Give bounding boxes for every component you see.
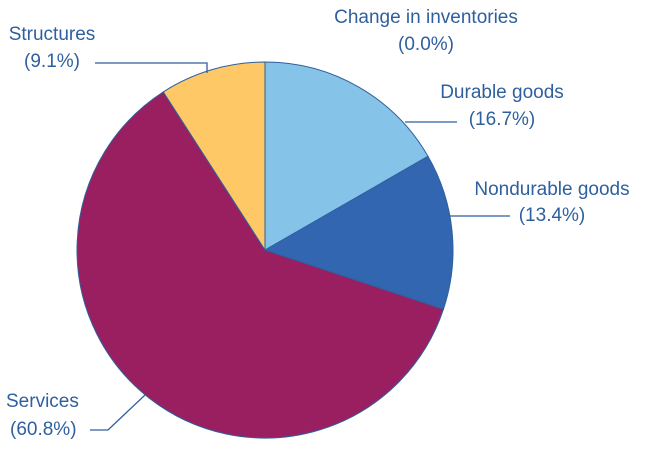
slice-label: Services [6, 391, 79, 412]
leader-line [95, 62, 208, 73]
value-label: (0.0%) [398, 34, 454, 55]
value-label: (9.1%) [24, 51, 80, 72]
slice-label: Structures [9, 24, 96, 45]
pie-slice [264, 61, 429, 251]
pie [76, 61, 454, 439]
labels: Change in inventories (0.0%) Durable goods… [6, 7, 630, 440]
value-label: (16.7%) [469, 109, 536, 130]
pie-slice [162, 61, 266, 252]
slice-label: Nondurable goods [474, 179, 629, 200]
slice-label: Durable goods [440, 82, 564, 103]
pie-slice [263, 155, 454, 310]
leaders [90, 62, 510, 431]
slice-label: Change in inventories [334, 7, 518, 28]
value-label: (60.8%) [10, 419, 77, 440]
value-label: (13.4%) [519, 205, 586, 226]
leader-line [90, 394, 146, 431]
pie-slice [76, 91, 445, 439]
